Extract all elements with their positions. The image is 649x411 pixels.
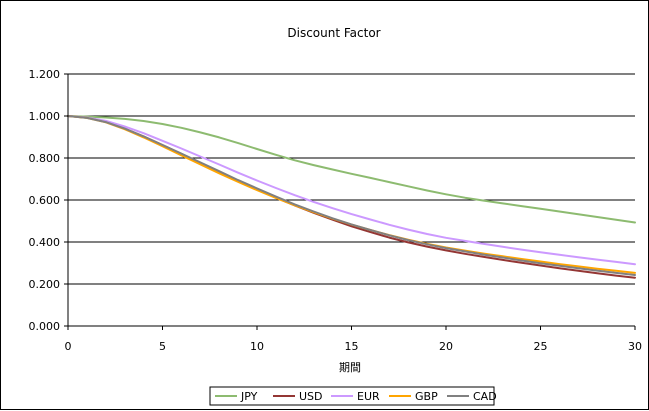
legend-label: USD xyxy=(299,390,323,403)
grid-lines xyxy=(68,73,635,285)
legend-label: GBP xyxy=(415,390,438,403)
x-tick-label: 5 xyxy=(159,340,166,353)
y-tick-label: 0.000 xyxy=(29,320,61,333)
x-tick-label: 20 xyxy=(439,340,453,353)
y-tick-label: 0.200 xyxy=(29,278,61,291)
legend-items: JPY USD EUR GBP CAD xyxy=(215,390,497,403)
x-tick-label: 0 xyxy=(65,340,72,353)
series-line-eur xyxy=(67,115,636,266)
y-tick-label: 1.200 xyxy=(29,68,61,81)
y-tick-label: 0.600 xyxy=(29,194,61,207)
y-tick-labels: 0.000 0.200 0.400 0.600 0.800 1.000 1.200 xyxy=(29,68,61,333)
legend-item-gbp: GBP xyxy=(389,390,438,403)
series-line-cad xyxy=(67,115,636,276)
series-lines xyxy=(67,115,636,279)
legend-label: JPY xyxy=(240,390,258,403)
x-tick-label: 15 xyxy=(345,340,359,353)
legend-item-eur: EUR xyxy=(331,390,380,403)
legend-label: CAD xyxy=(473,390,497,403)
x-tick-label: 25 xyxy=(534,340,548,353)
y-tick-label: 0.800 xyxy=(29,152,61,165)
y-tick-label: 0.400 xyxy=(29,236,61,249)
x-axis-title: 期間 xyxy=(339,361,361,374)
x-tick-labels: 0 5 10 15 20 25 30 xyxy=(65,340,643,353)
legend-label: EUR xyxy=(357,390,380,403)
legend-item-cad: CAD xyxy=(447,390,497,403)
series-line-gbp xyxy=(67,115,636,274)
legend-item-jpy: JPY xyxy=(215,390,258,403)
x-tick-label: 10 xyxy=(250,340,264,353)
axes xyxy=(64,73,636,330)
y-tick-label: 1.000 xyxy=(29,110,61,123)
legend: JPY USD EUR GBP CAD xyxy=(209,386,497,406)
x-tick-label: 30 xyxy=(628,340,642,353)
legend-item-usd: USD xyxy=(273,390,323,403)
chart-title: Discount Factor xyxy=(287,26,380,40)
series-line-jpy xyxy=(67,115,636,224)
